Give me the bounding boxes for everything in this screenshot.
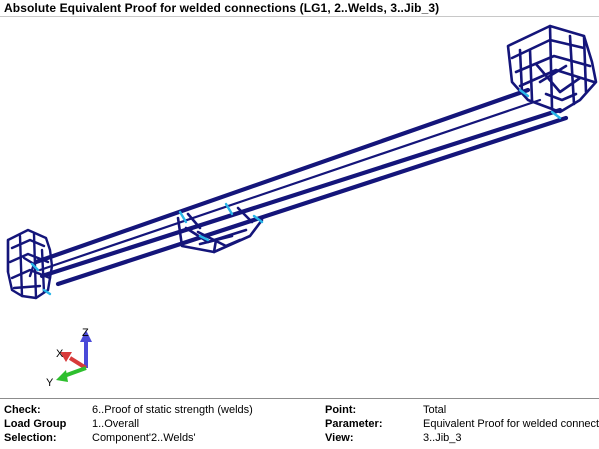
z-axis-arrowhead bbox=[80, 330, 92, 342]
view-label: View: bbox=[325, 432, 354, 444]
jib-beam-bottom bbox=[55, 115, 569, 287]
x-axis-label: X bbox=[56, 348, 64, 360]
info-row-load-group: Load Group 1..Overall Parameter: Equival… bbox=[0, 418, 599, 432]
point-label: Point: bbox=[325, 404, 357, 416]
selection-value: Component'2..Welds' bbox=[92, 432, 196, 444]
jib-beam-middle bbox=[39, 107, 563, 279]
z-axis-label: Z bbox=[82, 327, 89, 339]
jib-beams bbox=[33, 87, 569, 287]
x-axis-arrowhead bbox=[60, 352, 72, 362]
title-bar: Absolute Equivalent Proof for welded con… bbox=[0, 0, 599, 17]
check-value: 6..Proof of static strength (welds) bbox=[92, 404, 253, 416]
window-title: Absolute Equivalent Proof for welded con… bbox=[4, 1, 440, 15]
parameter-value: Equivalent Proof for welded connections bbox=[423, 418, 599, 430]
view-value: 3..Jib_3 bbox=[423, 432, 462, 444]
load-group-label: Load Group bbox=[4, 418, 67, 430]
y-axis-arrowhead bbox=[56, 370, 68, 382]
y-axis-arrow bbox=[63, 366, 87, 378]
left-end-bracket bbox=[6, 228, 54, 300]
selection-label: Selection: bbox=[4, 432, 57, 444]
check-label: Check: bbox=[4, 404, 41, 416]
info-row-selection: Selection: Component'2..Welds' View: 3..… bbox=[0, 432, 599, 446]
right-end-frame bbox=[506, 24, 598, 114]
info-panel: Check: 6..Proof of static strength (weld… bbox=[0, 398, 599, 449]
model-view: Z X Y bbox=[6, 24, 598, 389]
y-axis-label: Y bbox=[46, 377, 54, 389]
weld-highlights bbox=[30, 88, 562, 296]
3d-viewport[interactable]: Z X Y bbox=[0, 17, 599, 397]
jib-beam-top bbox=[33, 87, 531, 265]
middle-cross-brace bbox=[176, 206, 264, 254]
axes-triad: Z X Y bbox=[46, 327, 92, 389]
point-value: Total bbox=[423, 404, 447, 416]
load-group-value: 1..Overall bbox=[92, 418, 140, 430]
parameter-label: Parameter: bbox=[325, 418, 383, 430]
info-row-check: Check: 6..Proof of static strength (weld… bbox=[0, 404, 599, 418]
x-axis-arrow bbox=[68, 356, 88, 370]
